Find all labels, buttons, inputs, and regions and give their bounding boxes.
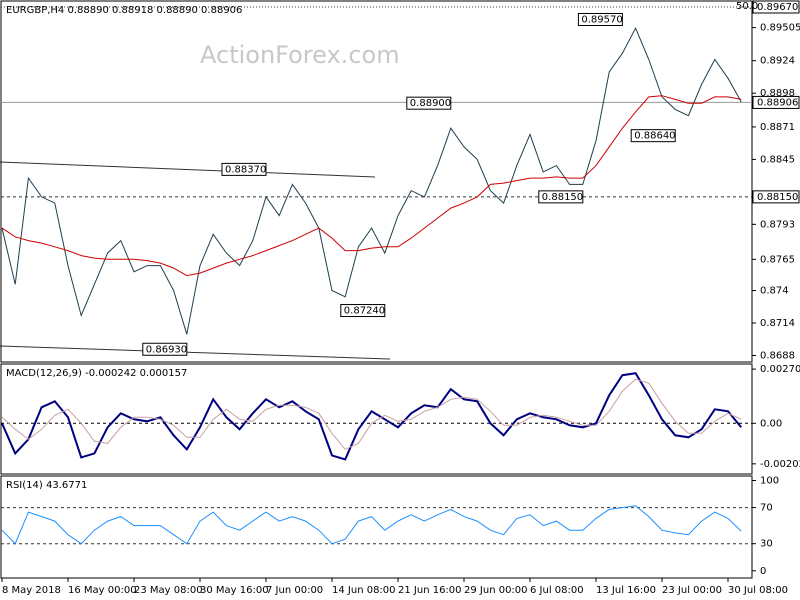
x-tick-label: 30 Jul 08:00 <box>728 585 788 596</box>
y-tick-label: -0.002023 <box>760 459 800 470</box>
panel-frame <box>0 475 753 579</box>
annotation-label: 0.89570 <box>581 14 622 25</box>
y-tick-label: 0.8845 <box>760 154 795 165</box>
y-tick-label: 0.8714 <box>760 318 795 329</box>
series-line <box>1 372 742 461</box>
series-line <box>1 27 742 335</box>
annotation-box <box>142 342 188 356</box>
level-note: 50.0 <box>736 1 758 12</box>
x-tick-label: 6 Jul 08:00 <box>530 585 584 596</box>
y-tick-label: 0 <box>760 566 766 577</box>
level-label: 0.88906 <box>757 97 798 108</box>
annotation-label: 0.88370 <box>225 164 266 175</box>
series-line <box>1 95 742 277</box>
watermark: ActionForex.com <box>200 41 400 69</box>
x-tick-label: 14 Jun 08:00 <box>332 585 396 596</box>
x-tick-label: 23 May 08:00 <box>134 585 203 596</box>
level-label-box <box>752 190 800 204</box>
panel-frame <box>0 363 753 475</box>
annotation-label: 0.88640 <box>634 131 675 142</box>
level-label-box <box>752 95 800 109</box>
panel-frame <box>0 0 753 363</box>
y-tick-label: 0.00 <box>760 418 782 429</box>
y-tick-label: 100 <box>760 476 779 487</box>
series-line <box>1 378 742 451</box>
annotation-box <box>340 304 386 318</box>
annotation-label: 0.86930 <box>146 344 187 355</box>
panel-title: EURGBP,H4 0.88890 0.88918 0.88890 0.8890… <box>6 5 242 16</box>
y-tick-label: 0.8688 <box>760 351 795 362</box>
y-tick-label: 0.89505 <box>760 23 800 34</box>
level-label: 0.89670 <box>757 2 798 13</box>
y-tick-label: 0.002705 <box>760 364 800 375</box>
annotation-label: 0.87240 <box>344 306 385 317</box>
x-tick-label: 23 Jul 00:00 <box>662 585 722 596</box>
x-tick-label: 16 May 00:00 <box>68 585 137 596</box>
x-tick-label: 7 Jun 00:00 <box>266 585 323 596</box>
level-label: 0.88150 <box>757 192 798 203</box>
panel-title: RSI(14) 43.6771 <box>6 480 87 491</box>
annotation-box <box>406 96 452 110</box>
annotation-box <box>577 12 623 26</box>
series-line <box>1 505 742 545</box>
y-tick-label: 0.8765 <box>760 254 795 265</box>
annotation-label: 0.88150 <box>542 192 583 203</box>
y-tick-label: 70 <box>760 503 773 514</box>
x-tick-label: 8 May 2018 <box>2 585 61 596</box>
x-tick-label: 21 Jun 16:00 <box>398 585 462 596</box>
y-tick-label: 30 <box>760 539 773 550</box>
y-tick-label: 0.8793 <box>760 219 795 230</box>
y-tick-label: 0.8898 <box>760 88 795 99</box>
annotation-box <box>221 162 267 176</box>
x-tick-label: 13 Jul 16:00 <box>596 585 656 596</box>
trend-line <box>0 345 391 360</box>
x-tick-label: 30 May 16:00 <box>200 585 269 596</box>
trend-line <box>0 161 376 178</box>
annotation-label: 0.88900 <box>410 98 451 109</box>
x-tick-label: 29 Jun 00:00 <box>464 585 528 596</box>
annotation-box <box>538 190 584 204</box>
annotation-box <box>630 129 676 143</box>
panel-title: MACD(12,26,9) -0.000242 0.000157 <box>6 368 187 379</box>
y-tick-label: 0.8871 <box>760 122 795 133</box>
y-tick-label: 0.874 <box>760 286 789 297</box>
level-label-box <box>752 0 800 14</box>
y-tick-label: 0.8924 <box>760 56 795 67</box>
